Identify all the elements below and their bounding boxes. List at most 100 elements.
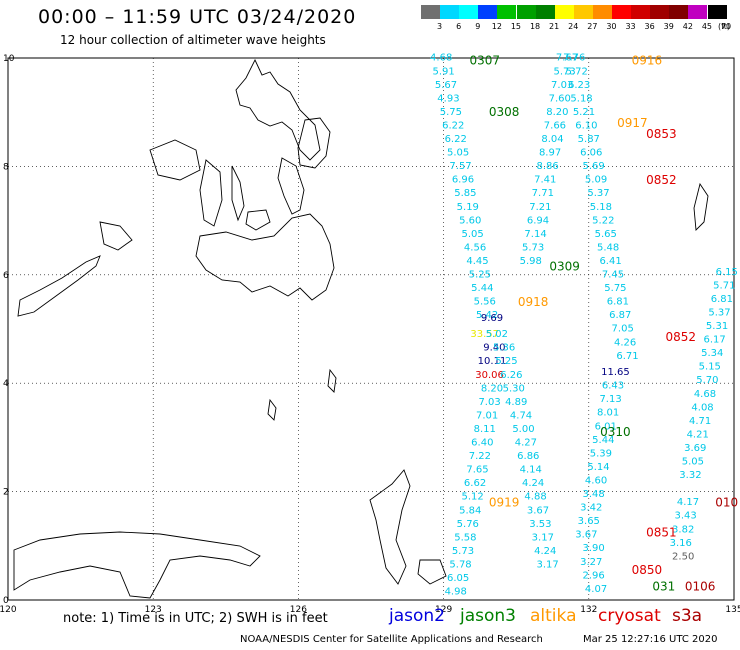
y-tick-label: 2 [3,488,9,498]
pass-time-label: 0852 [646,173,677,187]
wave-height-value: 11.65 [601,367,630,378]
wave-height-value: 8.20 [546,107,568,118]
wave-height-value: 3.53 [529,519,551,530]
wave-height-value: 5.05 [447,148,469,159]
grid-lines [8,58,734,600]
y-tick-label: 8 [3,162,9,172]
wave-height-value: 5.73 [522,242,544,253]
colorbar-swatch [478,5,498,19]
wave-height-value: 6.87 [609,310,631,321]
coastlines [13,58,709,599]
pass-time-label: 0308 [489,105,520,119]
wave-height-value: 7.41 [534,175,556,186]
colorbar-swatch [573,5,593,19]
wave-height-value: 9.40 [483,343,505,354]
plot-frame [7,57,735,601]
colorbar-label: 15 [510,22,522,31]
y-tick-label: 0 [3,596,9,606]
wave-height-value: 33.57 [470,329,499,340]
wave-height-value: 4.60 [585,475,607,486]
footer-note: note: 1) Time is in UTC; 2) SWH is in fe… [63,611,328,626]
wave-height-value: 7.65 [466,465,488,476]
wave-height-value: 6.10 [575,120,597,131]
wave-height-value: 4.68 [694,389,716,400]
panay-coast [149,139,201,181]
zamboanga-coast [99,221,133,251]
colorbar-label: 42 [682,22,693,31]
wave-height-value: 3.17 [532,532,554,543]
pass-time-label: 0307 [469,54,500,68]
wave-height-value: 6.22 [442,120,464,131]
y-tick-label: 10 [3,54,15,64]
wave-height-value: 4.45 [466,256,488,267]
wave-height-value: 5.05 [462,229,484,240]
palau-coast [693,182,709,231]
wave-height-value: 2.50 [672,551,694,562]
cebu-coast [231,165,245,222]
wave-height-value: 5.21 [573,107,595,118]
wave-height-value: 5.14 [587,462,609,473]
wave-height-value: 4.98 [445,587,467,598]
wave-height-value: 7.14 [524,229,546,240]
wave-height-value: 5.25 [469,270,491,281]
wave-height-value: 6.81 [607,297,629,308]
wave-height-value: 4.08 [691,402,713,413]
wave-height-value: 5.05 [682,457,704,468]
wave-height-value: 5.78 [449,559,471,570]
wave-height-value: 3.67 [527,505,549,516]
wave-height-value: 5.48 [597,242,619,253]
colorbar-label: 12 [491,22,502,31]
wave-height-value: 4.68 [430,53,452,64]
colorbar-label: 39 [663,22,674,31]
wave-height-value: 6.05 [447,573,469,584]
colorbar-swatch [516,5,536,19]
colorbar-swatch [554,5,574,19]
wave-height-value: 9.69 [481,313,503,324]
page-subtitle: 12 hour collection of altimeter wave hei… [60,33,326,47]
wave-height-value: 6.23 [568,80,590,91]
wave-height-value: 3.48 [583,489,605,500]
colorbar-swatch [707,5,727,19]
wave-height-value: 5.69 [583,161,605,172]
colorbar-label: 6 [456,22,462,31]
wave-height-value: 8.11 [474,424,496,435]
wave-height-value: 5.39 [590,448,612,459]
leyte-coast [277,157,305,215]
wave-height-value: 6.15 [716,267,738,278]
wave-height-value: 5.91 [432,66,454,77]
wave-height-value: 4.71 [689,416,711,427]
footer-timestamp: Mar 25 12:27:16 UTC 2020 [583,634,718,645]
colorbar-label: 21 [549,22,560,31]
sulawesi-coast [13,531,261,599]
wave-height-value: 7.76 [563,53,585,64]
wave-height-value: 5.70 [696,375,718,386]
wave-height-tracks: 4.68 5.91 5.67 4.93 5.75 6.22 6.22 5.05 7.57 6.96… [430,53,738,598]
wave-height-value: 6.06 [580,148,602,159]
wave-height-value: 5.30 [503,383,525,394]
colorbar-swatch [459,5,479,19]
pass-time-label: 0916 [632,54,663,68]
wave-height-value: 7.66 [544,120,566,131]
y-tick-label: 6 [3,271,9,281]
wave-height-value: 7.57 [449,161,471,172]
wave-height-value: 4.07 [585,584,607,595]
wave-height-value: 4.89 [505,397,527,408]
wave-height-value: 5.18 [590,202,612,213]
pass-time-label: 0853 [646,127,677,141]
colorbar-swatch [497,5,517,19]
colorbar-swatch [669,5,689,19]
wave-height-value: 7.60 [549,93,571,104]
wave-height-value: 6.41 [599,256,621,267]
wave-height-value: 8.86 [537,161,559,172]
wave-height-value: 5.09 [585,175,607,186]
wave-height-value: 4.14 [520,465,542,476]
wave-height-value: 6.01 [595,421,617,432]
mindanao-coast [195,213,335,301]
colorbar-swatch [650,5,670,19]
wave-height-value: 3.42 [580,503,602,514]
axis-tick-labels: 120 123 126 129 132 135 0 2 4 6 8 10 [0,54,740,615]
colorbar-label: 24 [568,22,579,31]
colorbar-label: 18 [529,22,541,31]
colorbar-label: 36 [644,22,655,31]
